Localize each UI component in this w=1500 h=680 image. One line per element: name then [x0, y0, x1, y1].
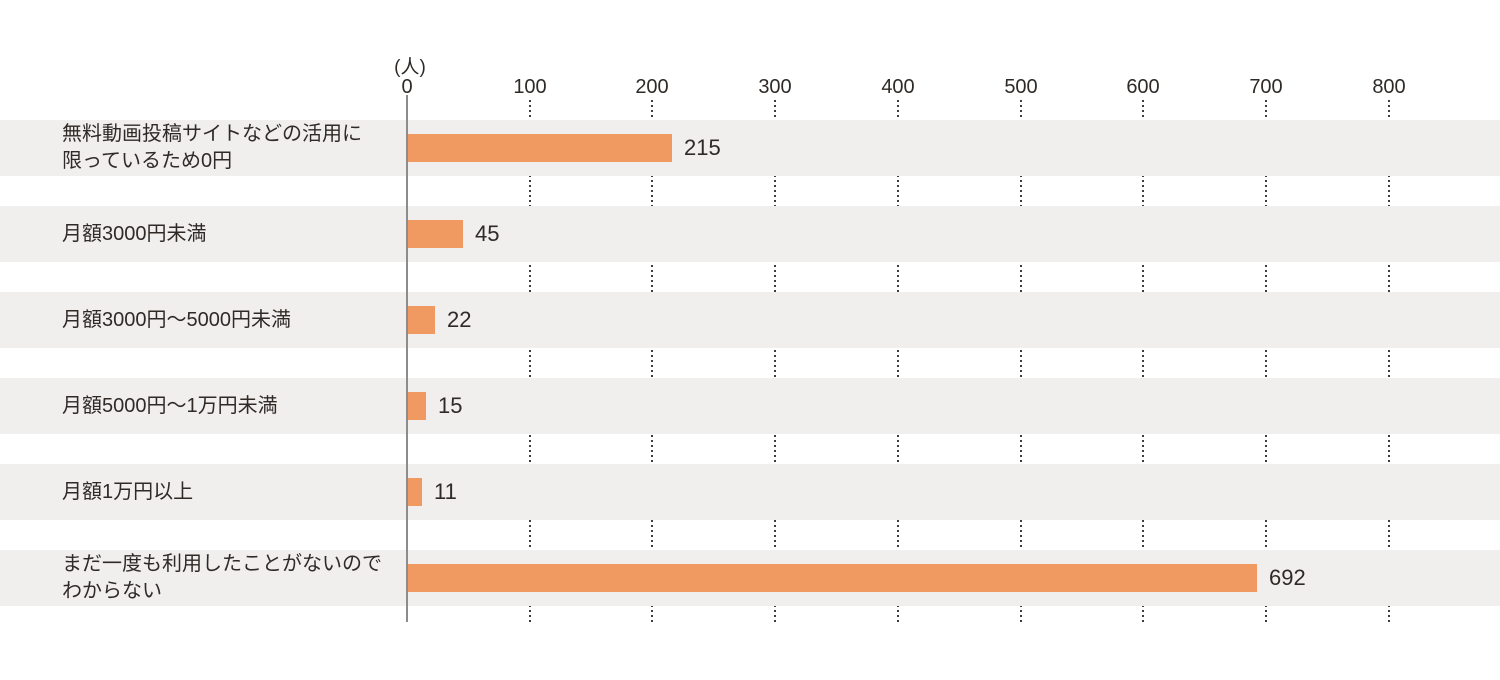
- bar: [408, 306, 435, 334]
- bar-value-label: 45: [475, 221, 500, 246]
- row-stripe: [0, 292, 1500, 348]
- row-stripe: [0, 120, 1500, 176]
- x-axis-tick-label: 700: [1249, 76, 1283, 98]
- x-axis-tick-label: 600: [1126, 76, 1160, 98]
- x-axis-tick-label: 800: [1372, 76, 1406, 98]
- bar-value-label: 11: [434, 479, 457, 504]
- row-stripe: [0, 378, 1500, 434]
- bar-value-label: 215: [684, 135, 721, 160]
- x-axis-tick-label: 400: [881, 76, 915, 98]
- gridline: [774, 100, 776, 622]
- bar: [408, 392, 426, 420]
- gridline: [897, 100, 899, 622]
- category-label: 月額3000円〜5000円未満: [62, 308, 291, 331]
- row-stripe: [0, 464, 1500, 520]
- category-label: 月額1万円以上: [62, 480, 194, 503]
- category-label: 月額5000円〜1万円未満: [62, 394, 278, 417]
- category-label: 月額3000円未満: [62, 222, 207, 245]
- gridline: [1265, 100, 1267, 622]
- x-axis-tick-label: 0: [401, 76, 413, 98]
- gridline: [1142, 100, 1144, 622]
- bar-value-label: 692: [1269, 565, 1306, 590]
- gridline: [529, 100, 531, 622]
- category-label: まだ一度も利用したことがないので わからない: [62, 553, 382, 602]
- gridline: [651, 100, 653, 622]
- x-axis-tick-label: 500: [1004, 76, 1038, 98]
- x-axis-tick-label: 300: [758, 76, 792, 98]
- row-stripe: [0, 206, 1500, 262]
- y-axis-line: [406, 95, 408, 622]
- bar: [408, 134, 672, 162]
- bar-value-label: 15: [438, 393, 463, 418]
- x-axis-tick-label: 100: [513, 76, 547, 98]
- bar-value-label: 22: [447, 307, 472, 332]
- axis-unit-label: (人): [394, 57, 426, 78]
- gridline: [1388, 100, 1390, 622]
- bar: [408, 478, 422, 506]
- gridline: [1020, 100, 1022, 622]
- bar: [408, 564, 1257, 592]
- category-label: 無料動画投稿サイトなどの活用に 限っているため0円: [62, 123, 362, 172]
- x-axis-tick-label: 200: [635, 76, 669, 98]
- bar: [408, 220, 463, 248]
